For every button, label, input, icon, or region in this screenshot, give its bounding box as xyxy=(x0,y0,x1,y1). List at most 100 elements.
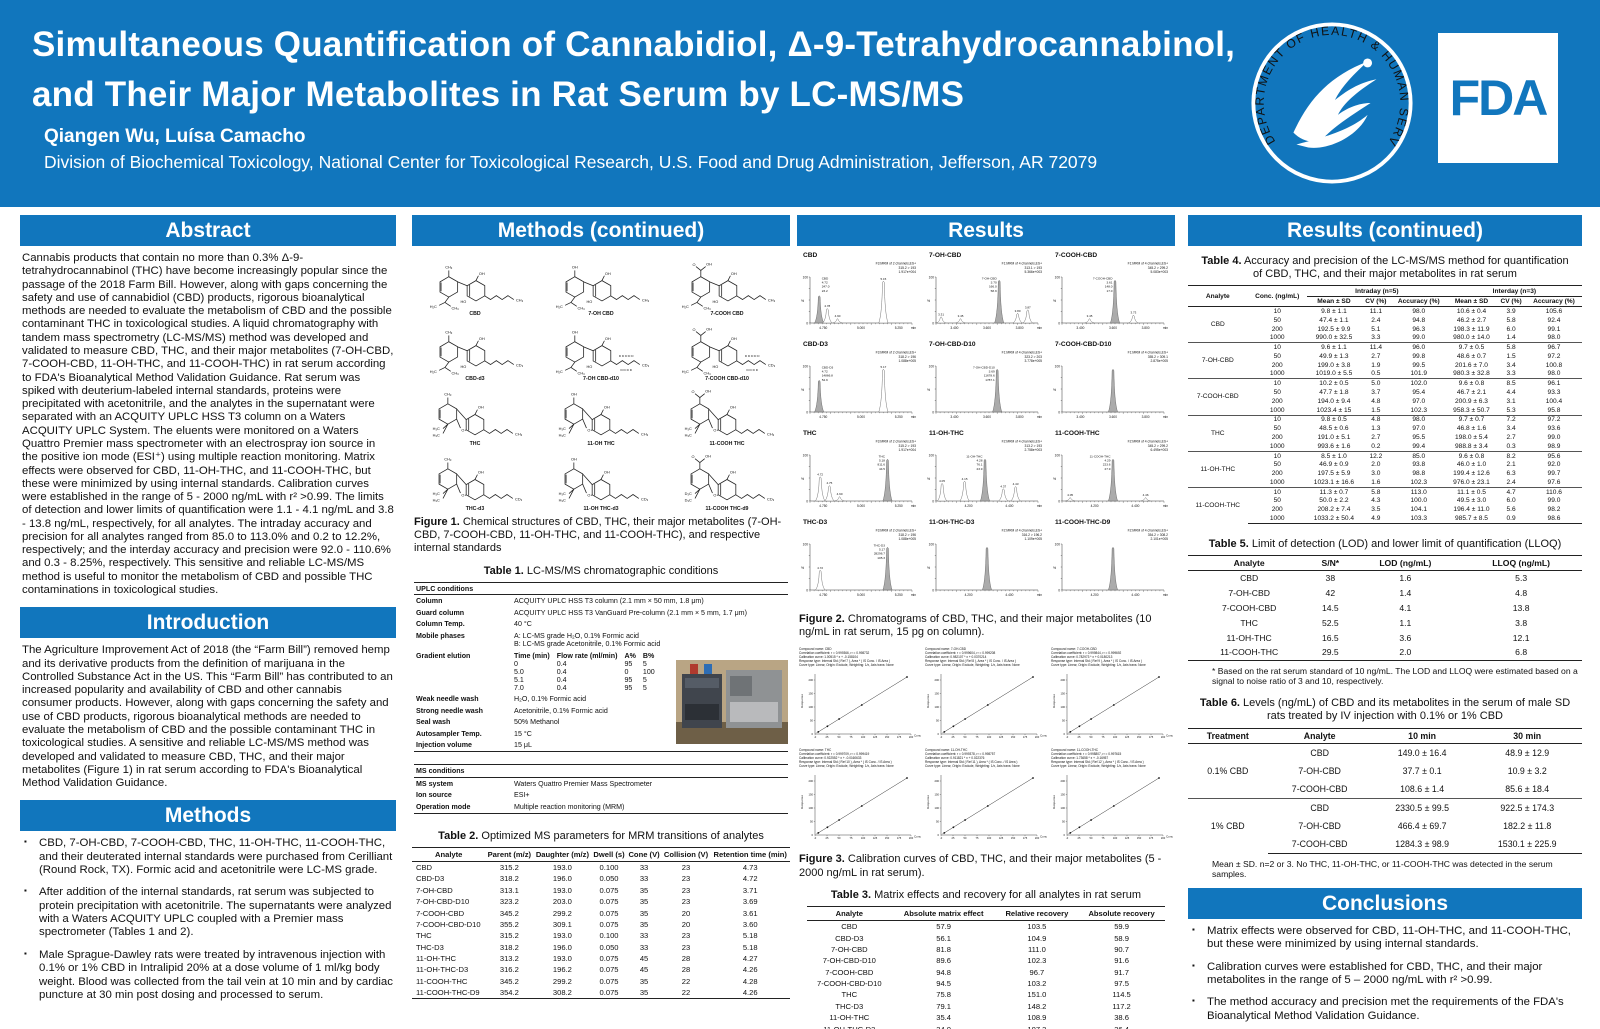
svg-text:100: 100 xyxy=(809,806,814,810)
table-cell: 11.3 ± 0.7 xyxy=(1306,486,1361,497)
table-cell: 37.7 ± 0.1 xyxy=(1402,765,1442,776)
table-row: 1000 1033.2 ± 50.4 4.9 103.3 985.7 ± 8.5 0.9 9… xyxy=(1188,514,1582,524)
table-cell: CBD xyxy=(416,863,433,873)
table-row: CBD 57.9 103.5 59.9 xyxy=(807,920,1165,932)
svg-text:4.75: 4.75 xyxy=(826,481,832,485)
column-header: Absolute recovery xyxy=(1078,905,1165,921)
table-cell: 198.0 ± 5.4 xyxy=(1455,433,1488,441)
chromatogram-panel-title: 7-OH-CBD xyxy=(929,252,962,259)
svg-text:75: 75 xyxy=(976,837,979,841)
fda-logo-text: FDA xyxy=(1449,70,1549,126)
structure-cell: CH₃ OH HO H₂C CH₃ CD₃ CBD-d3 xyxy=(412,317,538,381)
table-cell: 1.4 xyxy=(1399,588,1412,599)
svg-text:5.000: 5.000 xyxy=(857,415,865,419)
analyte-cell: THC xyxy=(1188,414,1248,452)
svg-text:3.400: 3.400 xyxy=(950,326,958,330)
table-cell: 22 xyxy=(661,986,711,1000)
svg-text:315.2 > 193: 315.2 > 193 xyxy=(898,444,916,448)
table-cell: 90.7 xyxy=(1114,944,1129,954)
svg-text:Conc: Conc xyxy=(914,835,922,839)
chromatogram-panel-title: 7-OH-CBD-D10 xyxy=(929,341,976,348)
table-cell: 2.0 xyxy=(1350,644,1461,661)
table-cell: 10 xyxy=(1247,378,1307,389)
table-cell: 4.9 xyxy=(1361,514,1391,524)
svg-text:200: 200 xyxy=(1161,736,1166,740)
svg-text:Correlation coefficient: r = 0: Correlation coefficient: r = 0.998807, r… xyxy=(1051,752,1122,756)
table2-title: Table 2. Optimized MS parameters for MRM… xyxy=(438,829,764,842)
table-cell: 100.8 xyxy=(1545,361,1563,369)
svg-text:%: % xyxy=(1053,388,1056,392)
svg-text:OH: OH xyxy=(730,405,736,410)
table-cell: 4.26 xyxy=(742,965,758,975)
svg-text:3.600: 3.600 xyxy=(983,326,991,330)
svg-text:75: 75 xyxy=(850,837,853,841)
svg-text:100: 100 xyxy=(987,837,992,841)
table-row: THC 52.5 1.1 3.8 xyxy=(1188,615,1582,630)
table-cell: 1023.1 ± 16.6 xyxy=(1313,478,1355,486)
table-cell: 98.0 xyxy=(1547,370,1561,378)
svg-text:3.778e+005: 3.778e+005 xyxy=(1024,359,1042,363)
svg-text:54.9: 54.9 xyxy=(822,378,828,382)
structure-cell: O CH₃ OH H₃C H₃C CD₃ THC-d3 xyxy=(412,447,538,511)
table-cell: 182.2 ± 11.8 xyxy=(1503,820,1552,831)
table-row: 7-COOH-CBD-D10 94.5 103.2 97.5 xyxy=(807,978,1165,989)
table-cell: 4.4 xyxy=(1506,389,1516,397)
table-cell: 196.2 xyxy=(552,965,572,975)
table-cell: 466.4 ± 69.7 xyxy=(1397,820,1447,831)
table-row: Column Temp. 40 °C xyxy=(416,620,532,629)
svg-text:D D D D: D D D D xyxy=(746,368,758,372)
chromatogram-plot: F1:MRM of 4 channels,ES+313.1 > 1935.366… xyxy=(927,262,1042,330)
table1: UPLC conditions Column ACQUITY UPLC HSS T3… xyxy=(414,581,788,753)
table-cell: 3.61 xyxy=(742,908,758,918)
table-row: 50 49.9 ± 1.3 2.7 99.8 48.6 ± 0.7 1.5 97.2 xyxy=(1188,352,1582,361)
chromatogram-plot: F3:MRM of 2 channels,ES+318.2 > 1961.088… xyxy=(801,529,916,597)
svg-text:CD₃: CD₃ xyxy=(642,362,650,367)
structure-cell: O OH OH H₃C H₃C CD₃ 11-OH THC-d3 xyxy=(538,447,664,511)
table-row: CBD 38 1.6 5.3 xyxy=(1188,571,1582,586)
column-header: Intraday (n=5) xyxy=(1306,285,1447,297)
table-cell: 10 xyxy=(1247,486,1307,497)
svg-text:Response: Response xyxy=(926,694,930,708)
table-row: 7-OH-CBD 42 1.4 4.8 xyxy=(1188,586,1582,601)
table-row: 50 47.7 ± 1.8 3.7 95.4 46.7 ± 2.1 4.4 93.3 xyxy=(1188,388,1582,397)
table-cell: 50 xyxy=(1273,461,1281,469)
svg-text:5.17: 5.17 xyxy=(879,548,885,552)
svg-text:3.69: 3.69 xyxy=(989,370,995,374)
svg-text:CD₃: CD₃ xyxy=(641,496,649,501)
table-cell: 988.8 ± 3.4 xyxy=(1455,442,1488,450)
svg-text:11-OH-THC: 11-OH-THC xyxy=(966,455,983,459)
table-cell: 98.8 xyxy=(1412,470,1426,478)
column-header: Analyte xyxy=(1188,555,1311,572)
table-cell: 14.5 xyxy=(1321,603,1339,614)
table-row: 200 199.0 ± 3.8 1.9 99.5 201.6 ± 7.0 3.4 100.8 xyxy=(1188,361,1582,370)
table-cell: 111.0 xyxy=(1027,944,1046,954)
svg-text:OH: OH xyxy=(478,405,484,410)
table-cell: 46.2 ± 2.7 xyxy=(1456,316,1487,324)
table-row: 1000 1023.4 ± 15 1.5 102.3 958.3 ± 50.7 5.3 95… xyxy=(1188,406,1582,415)
fda-logo-icon: FDA xyxy=(1438,33,1558,163)
svg-text:11-COOH-THC: 11-COOH-THC xyxy=(1090,455,1112,459)
table2: Analyte Parent (m/z) Daughter (m/z) Dwell (… xyxy=(412,846,790,1000)
table-cell: 5.1 xyxy=(1371,325,1381,333)
table-cell: 3.71 xyxy=(742,885,758,895)
svg-text:min: min xyxy=(911,593,916,597)
svg-text:min: min xyxy=(1163,415,1168,419)
svg-text:F3:MRM of 2 channels,ES+: F3:MRM of 2 channels,ES+ xyxy=(876,351,916,355)
table-cell: 96.0 xyxy=(1390,342,1447,353)
svg-text:F2:MRM of 4 channels,ES+: F2:MRM of 4 channels,ES+ xyxy=(1002,529,1042,533)
table-cell: 3.8 xyxy=(1515,617,1528,628)
table-cell: 50 xyxy=(1273,497,1281,505)
svg-text:CH₃: CH₃ xyxy=(444,392,452,397)
table-cell: 4.3 xyxy=(1371,497,1381,505)
table-cell: 11-OH-THC xyxy=(416,954,456,964)
table-cell: 200 xyxy=(1271,361,1283,369)
conclusions-bullets: Matrix effects were observed for CBD, 11… xyxy=(1188,925,1582,1029)
table-cell: 100.4 xyxy=(1545,397,1563,405)
svg-text:3.400: 3.400 xyxy=(950,415,958,419)
svg-text:CH₃: CH₃ xyxy=(445,264,453,269)
table-cell: 0.075 xyxy=(599,908,619,918)
analyte-cell: 7-OH-CBD xyxy=(1188,342,1248,379)
table-cell: 0.075 xyxy=(599,954,619,964)
table-cell: 10.9 ± 3.2 xyxy=(1507,765,1547,776)
